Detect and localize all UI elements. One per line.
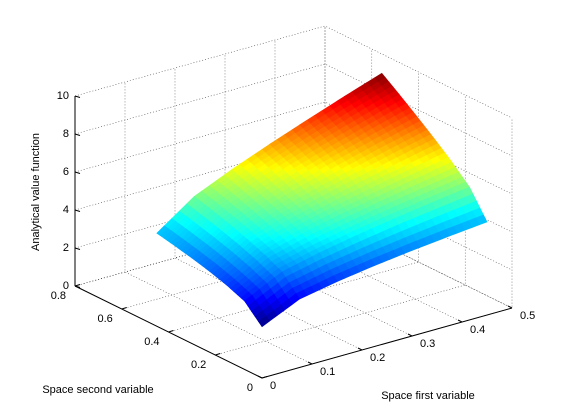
z-tick-label: 8 [63,128,69,140]
z-tick [74,247,81,250]
y-tick [261,376,268,379]
x-tick [357,347,363,351]
grid-line [124,82,313,365]
y-tick-label: 0.2 [191,359,206,371]
surface-patch [258,315,270,328]
z-tick [74,95,81,98]
z-tick-label: 10 [57,90,69,102]
y-tick [121,307,127,310]
z-tick [74,171,81,174]
x-tick [307,361,313,365]
z-tick [74,285,81,288]
y-axis-label: Space second variable [42,384,153,396]
x-axis [261,307,513,379]
x-tick-label: 0.5 [520,310,535,322]
z-tick-label: 2 [63,242,69,254]
z-axis-label: Analytical value function [30,133,42,251]
z-tick [74,133,81,136]
x-tick [457,319,463,323]
x-tick-label: 0.3 [420,338,435,350]
x-tick-label: 0.4 [470,324,485,336]
x-tick [507,305,513,309]
x-tick-label: 0.1 [320,366,335,378]
grid-line [174,68,363,351]
z-tick-label: 0 [63,280,69,292]
grid-line [324,26,513,309]
y-tick [215,353,221,356]
x-tick-label: 0 [270,380,276,392]
y-tick-label: 0.6 [97,313,112,325]
x-tick-label: 0.2 [370,352,385,364]
grid-line [274,40,463,323]
x-tick [257,375,263,379]
z-tick-label: 4 [63,204,69,216]
x-tick [407,333,413,337]
y-tick-label: 0.8 [51,290,66,302]
y-tick-label: 0 [247,382,253,394]
grid-line [224,54,413,337]
x-axis-label: Space first variable [381,390,475,402]
z-tick [74,209,81,212]
z-tick-label: 6 [63,166,69,178]
y-tick-label: 0.4 [144,336,159,348]
y-tick [168,330,174,333]
